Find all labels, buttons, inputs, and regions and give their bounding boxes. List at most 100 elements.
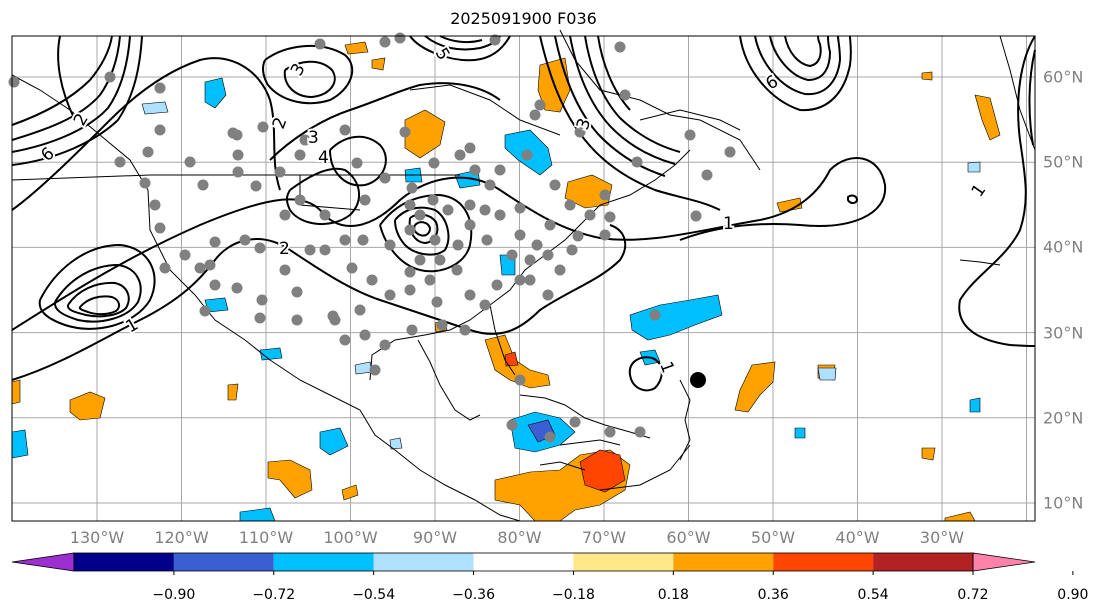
station-marker [149,199,161,211]
station-marker [209,279,221,291]
station-marker [339,124,351,136]
station-marker [604,426,616,438]
colorbar-tick-label: −0.90 [152,587,196,603]
station-marker [489,34,501,46]
orange-patch [921,447,936,461]
station-marker [294,149,306,161]
station-marker [184,156,196,168]
station-marker [479,204,491,216]
contour-line [11,35,121,141]
colorbar-segment [773,553,874,571]
contour-line [597,35,631,111]
contour-line [569,35,676,165]
station-marker [414,254,426,266]
contour-line [38,243,156,330]
station-marker [529,109,541,121]
blue-patch [969,397,981,413]
contour-line [53,263,142,323]
blue-patch [629,294,723,341]
station-marker [291,314,303,326]
station-marker [304,244,316,256]
station-marker [359,329,371,341]
longitude-label: 90°W [412,528,458,547]
station-marker [524,274,536,286]
station-marker [574,126,586,138]
orange-patch [227,383,239,401]
station-marker [142,146,154,158]
station-marker [481,234,493,246]
latitude-label: 40°N [1043,237,1084,257]
station-marker [369,364,381,376]
station-marker [357,234,369,246]
station-marker [554,264,566,276]
station-marker [452,239,464,251]
station-marker [434,254,446,266]
colorbar-tick-label: 0.72 [957,587,989,603]
station-marker [514,229,526,241]
contour-line [628,356,663,392]
colorbar-segment [473,553,574,571]
station-marker [366,274,378,286]
blue-patch [319,427,349,456]
latitude-label: 60°N [1043,67,1084,87]
station-marker [584,209,596,221]
station-marker [724,146,736,158]
contour-line [11,224,627,381]
colorbar-outline [73,552,974,572]
station-marker [484,179,496,191]
orange-patch [974,94,1001,141]
station-marker [404,284,416,296]
blue-patch [141,101,169,115]
contour-line [394,206,450,256]
station-marker [394,32,406,44]
station-marker [469,164,481,176]
orange-patch [11,379,21,405]
station-marker [339,334,351,346]
colorbar [11,552,1074,575]
blue-patch [204,77,227,109]
station-marker [154,124,166,136]
station-marker [279,209,291,221]
colorbar-tick-label: 0.18 [657,587,689,603]
longitude-label: 120°W [154,528,209,547]
station-marker [564,199,576,211]
station-marker [414,209,426,221]
station-marker [404,199,416,211]
colorbar-tick-label: −0.36 [452,587,495,603]
contour-line [269,82,501,161]
station-marker [159,262,171,274]
station-marker [179,249,191,261]
station-marker [631,156,643,168]
station-marker [572,230,584,242]
red-patch [579,449,626,493]
station-marker [384,289,396,301]
blue-patch [794,427,806,439]
station-marker [459,324,471,336]
station-marker [114,156,126,168]
contour-line [754,35,842,96]
contour-line [57,35,76,121]
station-marker [506,419,518,431]
station-marker [534,99,546,111]
station-marker [599,229,611,241]
station-marker [451,264,463,276]
colorbar-segment [74,553,174,571]
station-marker [279,264,291,276]
colorbar-segment [873,553,973,571]
colorbar-tick-label: −0.72 [252,587,296,603]
contour-line [11,35,143,166]
station-marker [399,126,411,138]
station-marker [154,222,166,234]
contours [11,35,1036,392]
contour-label: 4 [318,148,329,168]
station-marker [427,194,439,206]
station-marker [619,89,631,101]
station-marker [464,219,476,231]
station-marker [319,209,331,221]
station-marker [291,286,303,298]
latitude-label: 10°N [1043,493,1084,513]
contour-line [66,281,130,318]
colorbar-segment [373,553,474,571]
station-marker [294,194,306,206]
contour-line [78,295,121,316]
